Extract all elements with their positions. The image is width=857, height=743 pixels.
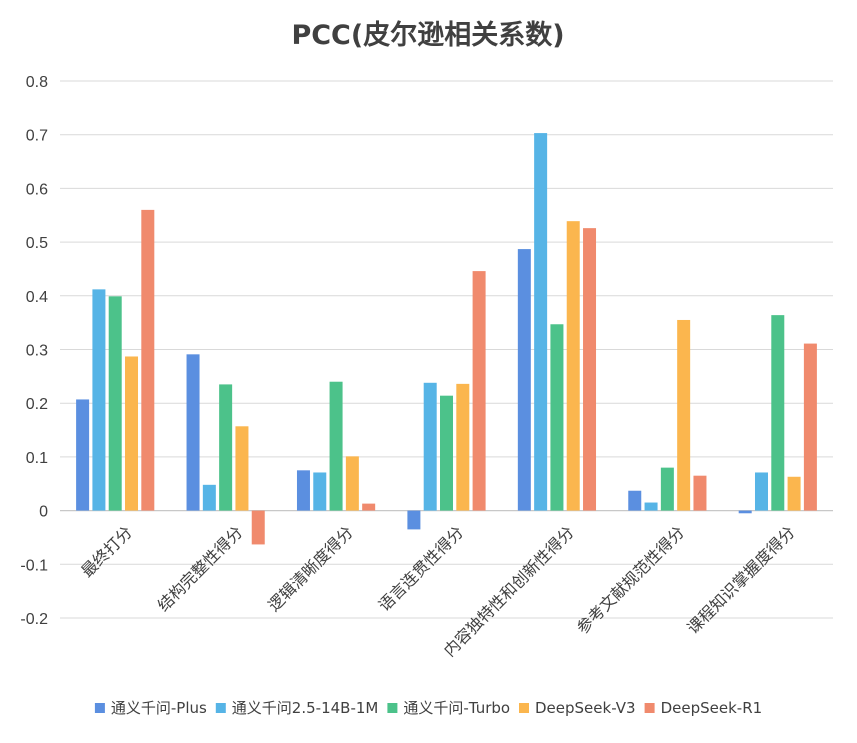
legend-swatch <box>94 703 105 713</box>
legend: 通义千问-Plus 通义千问2.5-14B-1M 通义千问-Turbo DeepSee… <box>94 699 763 717</box>
bar-通义千问2.5-14B-1M-最终打分 <box>92 289 106 511</box>
y-tick-label: 0.6 <box>26 181 48 198</box>
y-tick-label: 0 <box>39 504 48 521</box>
bar-通义千问-Turbo-内容独特性和创新性得分 <box>550 324 564 511</box>
bar-DeepSeek-V3-语言连贯性得分 <box>456 383 470 511</box>
bar-通义千问-Plus-参考文献规范性得分 <box>628 490 642 511</box>
bar-通义千问2.5-14B-1M-内容独特性和创新性得分 <box>534 133 548 511</box>
bar-DeepSeek-V3-最终打分 <box>125 356 139 511</box>
x-tick-label: 课程知识掌握度得分 <box>683 522 798 637</box>
legend-item: 通义千问2.5-14B-1M <box>215 699 379 717</box>
bar-DeepSeek-V3-逻辑清晰度得分 <box>345 456 359 511</box>
bar-通义千问-Turbo-参考文献规范性得分 <box>660 467 674 511</box>
y-axis-tick-labels: 0.8 0.7 0.6 0.5 0.4 0.3 0.2 0.1 0 -0.1 -0.2 <box>20 74 48 628</box>
legend-label: DeepSeek-V3 <box>535 699 636 717</box>
x-axis-tick-labels: 最终打分 结构完整性得分 逻辑清晰度得分 语言连贯性得分内容独特性和创新性得分参考文献… <box>77 522 798 660</box>
bar-DeepSeek-R1-逻辑清晰度得分 <box>362 503 376 511</box>
legend-label: 通义千问2.5-14B-1M <box>232 699 379 717</box>
bar-通义千问-Turbo-语言连贯性得分 <box>440 395 453 511</box>
legend-label: 通义千问-Turbo <box>403 699 510 717</box>
bar-DeepSeek-V3-参考文献规范性得分 <box>677 319 691 511</box>
legend-swatch <box>519 703 529 713</box>
y-tick-label: 0.3 <box>26 343 48 360</box>
bar-通义千问2.5-14B-1M-结构完整性得分 <box>202 484 216 511</box>
bar-通义千问2.5-14B-1M-课程知识掌握度得分 <box>754 472 768 511</box>
legend-item: 通义千问-Plus <box>94 699 207 717</box>
bar-通义千问-Turbo-最终打分 <box>108 296 122 511</box>
legend-item: DeepSeek-R1 <box>644 699 763 717</box>
y-tick-label: 0.5 <box>26 235 48 252</box>
bar-DeepSeek-R1-结构完整性得分 <box>251 510 265 545</box>
bar-DeepSeek-R1-语言连贯性得分 <box>472 271 486 511</box>
bar-DeepSeek-V3-课程知识掌握度得分 <box>787 476 801 511</box>
y-tick-label: -0.1 <box>20 557 48 574</box>
legend-swatch <box>644 703 655 713</box>
bar-通义千问-Plus-课程知识掌握度得分 <box>738 510 752 514</box>
legend-item: DeepSeek-V3 <box>519 699 636 717</box>
bar-通义千问-Plus-内容独特性和创新性得分 <box>517 249 531 511</box>
chart-title: PCC(皮尔逊相关系数) <box>291 20 564 51</box>
bar-DeepSeek-V3-结构完整性得分 <box>235 426 249 511</box>
y-tick-label: 0.4 <box>26 289 48 306</box>
x-tick-label: 结构完整性得分 <box>154 522 247 615</box>
legend-swatch <box>215 703 226 713</box>
bar-DeepSeek-R1-课程知识掌握度得分 <box>803 343 817 511</box>
legend-label: 通义千问-Plus <box>111 699 207 717</box>
y-tick-label: 0.8 <box>26 74 48 91</box>
bar-通义千问-Plus-最终打分 <box>76 399 90 511</box>
bar-DeepSeek-R1-内容独特性和创新性得分 <box>583 228 597 511</box>
bar-通义千问-Turbo-逻辑清晰度得分 <box>329 381 343 511</box>
bar-通义千问-Plus-逻辑清晰度得分 <box>296 470 310 511</box>
bar-通义千问-Plus-结构完整性得分 <box>186 354 200 511</box>
bars <box>76 133 817 545</box>
bar-DeepSeek-R1-最终打分 <box>141 209 155 511</box>
bar-DeepSeek-R1-参考文献规范性得分 <box>693 475 707 511</box>
x-tick-label: 参考文献规范性得分 <box>573 522 688 637</box>
x-tick-label: 最终打分 <box>77 522 136 581</box>
y-tick-label: 0.1 <box>26 450 48 467</box>
bar-DeepSeek-V3-内容独特性和创新性得分 <box>566 221 580 511</box>
x-tick-label: 内容独特性和创新性得分 <box>440 522 578 660</box>
y-tick-label: 0.7 <box>26 128 48 145</box>
bar-通义千问-Turbo-课程知识掌握度得分 <box>771 315 785 511</box>
legend-label: DeepSeek-R1 <box>661 699 763 717</box>
x-tick-label: 语言连贯性得分 <box>375 522 468 615</box>
bar-通义千问2.5-14B-1M-逻辑清晰度得分 <box>313 472 327 511</box>
legend-item: 通义千问-Turbo <box>387 699 510 717</box>
bar-通义千问2.5-14B-1M-语言连贯性得分 <box>423 382 437 511</box>
y-tick-label: 0.2 <box>26 396 48 413</box>
bar-通义千问-Turbo-结构完整性得分 <box>219 384 233 511</box>
legend-swatch <box>387 703 398 713</box>
bar-通义千问2.5-14B-1M-参考文献规范性得分 <box>644 502 658 511</box>
bar-通义千问-Plus-语言连贯性得分 <box>407 510 421 530</box>
x-tick-label: 逻辑清晰度得分 <box>264 522 357 615</box>
y-tick-label: -0.2 <box>20 611 48 628</box>
